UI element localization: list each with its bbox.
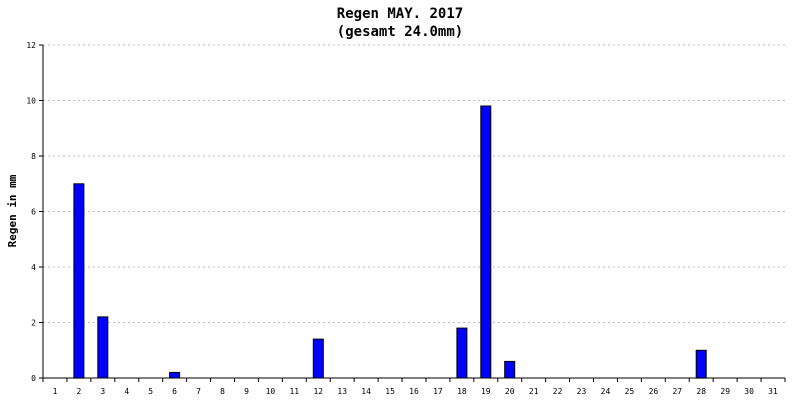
x-tick-label: 21 — [529, 387, 539, 396]
x-tick-label: 15 — [385, 387, 395, 396]
x-tick-label: 6 — [172, 387, 177, 396]
x-tick-label: 31 — [768, 387, 778, 396]
y-ticks: 0 2 4 6 8 10 12 — [26, 41, 43, 383]
x-tick-label: 27 — [672, 387, 682, 396]
x-tick-label: 4 — [124, 387, 129, 396]
x-tick-label: 19 — [481, 387, 491, 396]
x-tick-label: 24 — [601, 387, 611, 396]
x-tick-label: 10 — [266, 387, 276, 396]
x-tick-label: 23 — [577, 387, 587, 396]
x-tick-label: 3 — [100, 387, 105, 396]
x-tick-label: 30 — [744, 387, 754, 396]
y-tick-label: 2 — [31, 319, 36, 328]
y-tick-label: 8 — [31, 152, 36, 161]
x-tick-label: 9 — [244, 387, 249, 396]
y-tick-label: 4 — [31, 263, 36, 272]
bar-day-12 — [312, 338, 324, 379]
x-tick-label: 22 — [553, 387, 563, 396]
x-tick-label: 17 — [433, 387, 443, 396]
x-tick-label: 29 — [720, 387, 730, 396]
x-tick-label: 5 — [148, 387, 153, 396]
bar-day-6 — [169, 371, 181, 379]
x-tick-label: 1 — [53, 387, 58, 396]
x-tick-label: 25 — [625, 387, 635, 396]
x-tick-label: 12 — [313, 387, 323, 396]
chart-subtitle: (gesamt 24.0mm) — [337, 24, 463, 40]
y-axis-label: Regen in mm — [6, 174, 19, 247]
x-ticks: 1 2 3 4 5 6 7 8 9 10 11 12 13 14 15 16 17 18 19 20 21 22 23 24 2… — [42, 378, 786, 396]
x-tick-label: 2 — [76, 387, 81, 396]
x-tick-label: 13 — [337, 387, 347, 396]
bars — [73, 105, 707, 379]
bar-day-28 — [695, 349, 707, 379]
bar-day-19 — [480, 105, 492, 379]
bar-day-3 — [97, 316, 109, 379]
x-tick-label: 8 — [220, 387, 225, 396]
bar-day-18 — [456, 327, 468, 379]
x-tick-label: 26 — [649, 387, 659, 396]
chart-title: Regen MAY. 2017 — [337, 6, 463, 22]
x-tick-label: 28 — [696, 387, 706, 396]
grid-lines — [43, 44, 785, 323]
x-tick-label: 16 — [409, 387, 419, 396]
x-tick-label: 7 — [196, 387, 201, 396]
y-tick-label: 12 — [26, 41, 36, 50]
bar-day-20 — [504, 360, 516, 379]
x-tick-label: 14 — [361, 387, 371, 396]
x-tick-label: 18 — [457, 387, 467, 396]
x-tick-label: 11 — [289, 387, 299, 396]
x-tick-label: 20 — [505, 387, 515, 396]
bar-day-2 — [73, 183, 85, 379]
y-tick-label: 6 — [31, 208, 36, 217]
y-tick-label: 10 — [26, 97, 36, 106]
y-tick-label: 0 — [31, 374, 36, 383]
